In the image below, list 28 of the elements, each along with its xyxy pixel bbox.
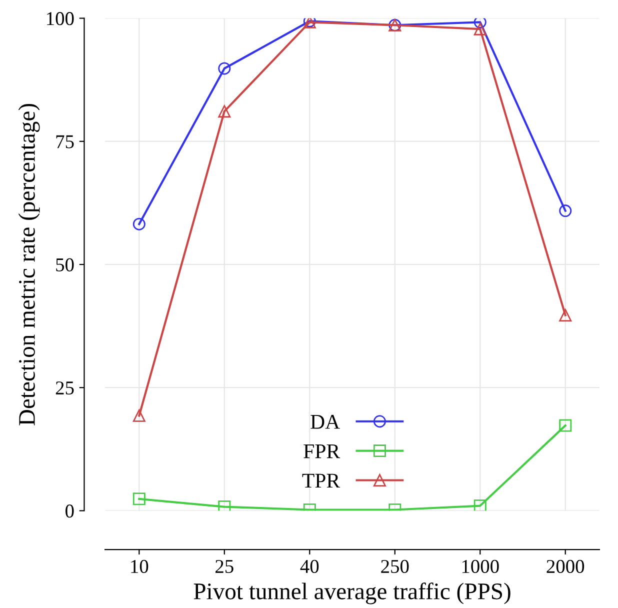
point [132,492,146,506]
point [132,409,146,422]
legend-label: FPR [304,444,340,458]
point [559,419,572,432]
point [132,218,146,230]
point [474,18,486,28]
y-tick-label: 100 [47,12,74,26]
x-tick-label: 1000 [462,560,499,574]
x-tick-label: 40 [300,560,319,574]
y-tick-label: 25 [56,381,74,395]
x-tick-label: 250 [381,560,409,574]
y-tick-label: 0 [66,504,74,518]
x-tick-label: 25 [216,560,234,574]
point [218,62,231,75]
y-tick-label: 50 [56,258,74,272]
point [474,500,486,511]
y-axis-title: Detection metric rate (percentage) [18,104,40,426]
point [218,105,231,118]
legend-label: DA [310,414,340,429]
y-tick-label: 75 [56,135,74,148]
legend-label: TPR [302,474,340,488]
x-tick-label: 2000 [546,560,584,574]
x-axis-title: Pivot tunnel average traffic (PPS) [194,582,510,604]
point [474,22,486,36]
x-tick-label: 10 [131,560,148,574]
point [559,308,572,322]
point [218,500,231,511]
point [559,204,572,218]
